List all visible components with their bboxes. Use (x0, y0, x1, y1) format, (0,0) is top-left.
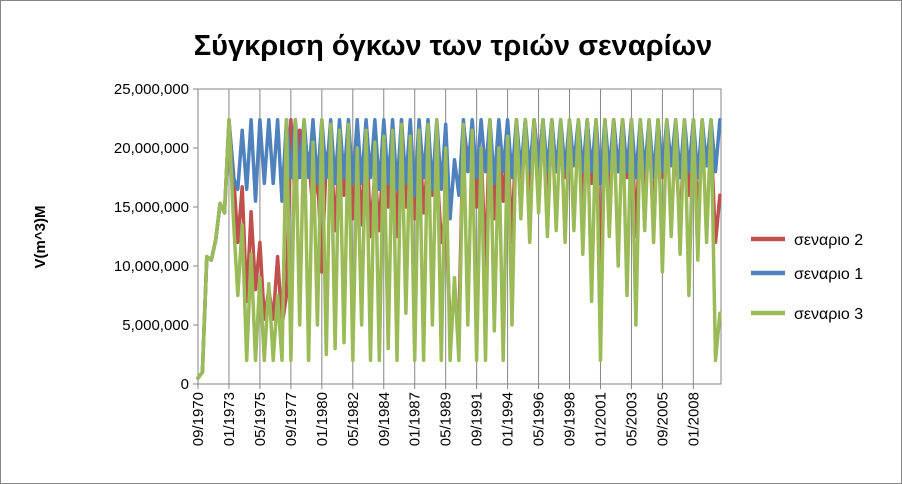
y-tick-label: 5,000,000 (122, 317, 189, 334)
x-tick-label: 09/1970 (190, 392, 207, 446)
y-tick-label: 15,000,000 (114, 199, 189, 216)
x-tick-label: 09/1984 (376, 392, 393, 446)
legend: σεναριο 2 σεναριο 1 σεναριο 3 (751, 232, 863, 323)
y-tick-label: 0 (181, 376, 189, 393)
x-tick-label: 05/2003 (623, 392, 640, 446)
x-tick-label: 01/1980 (314, 392, 331, 446)
x-tick-label: 05/1975 (252, 392, 269, 446)
legend-label: σεναριο 3 (794, 306, 863, 323)
x-tick-label: 05/1996 (531, 392, 548, 446)
y-tick-label: 10,000,000 (114, 258, 189, 275)
x-tick-label: 09/1991 (469, 392, 486, 446)
chart-title: Σύγκριση όγκων των τριών σεναρίων (194, 30, 713, 62)
y-tick-label: 20,000,000 (114, 140, 189, 157)
x-tick-label: 09/1998 (562, 392, 579, 446)
x-tick-label: 01/1994 (500, 392, 517, 446)
x-tick-label: 09/1977 (283, 392, 300, 446)
x-tick-label: 05/1982 (345, 392, 362, 446)
legend-label: σεναριο 1 (794, 266, 863, 283)
x-tick-label: 01/1987 (407, 392, 424, 446)
x-tick-label: 01/1973 (221, 392, 238, 446)
x-tick-label: 01/2008 (685, 392, 702, 446)
y-tick-label: 25,000,000 (114, 81, 189, 98)
x-tick-label: 01/2001 (592, 392, 609, 446)
series-line-σεναριο-3 (196, 117, 722, 380)
legend-label: σεναριο 2 (794, 232, 863, 249)
x-tick-label: 09/2005 (654, 392, 671, 446)
x-tick-label: 05/1989 (438, 392, 455, 446)
plot-area: 09/1970 01/1973 05/1975 09/1977 01/1980 05/19… (32, 81, 722, 446)
y-axis-title: V(m^3)M (32, 206, 49, 269)
